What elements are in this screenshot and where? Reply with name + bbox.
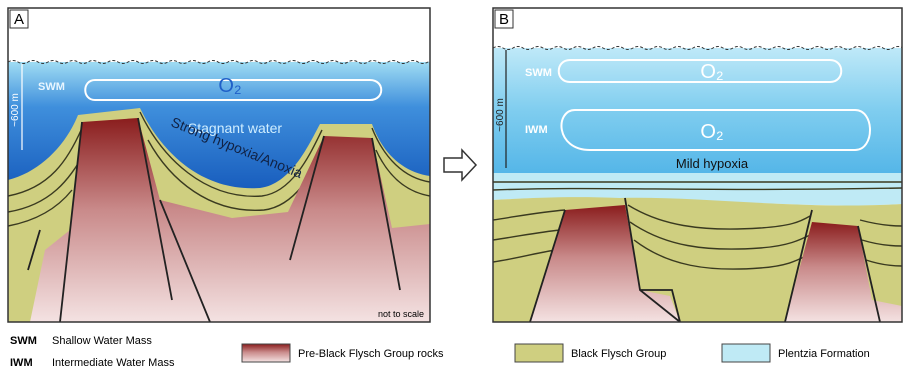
water-mass: SWM	[525, 67, 552, 79]
legend-swatch	[515, 344, 563, 362]
legend-text: Black Flysch Group	[571, 348, 666, 360]
legend-code: IWM	[10, 357, 33, 369]
condition: Mild hypoxia	[676, 156, 749, 171]
note: not to scale	[378, 309, 424, 319]
arrow	[444, 150, 476, 180]
legend-text: Shallow Water Mass	[52, 335, 152, 347]
depth: ~600 m	[10, 93, 21, 127]
depth: ~600 m	[495, 98, 506, 132]
legend-text: Intermediate Water Mass	[52, 357, 175, 369]
legend-text: Pre-Black Flysch Group rocks	[298, 348, 444, 360]
water-mass: IWM	[525, 124, 548, 136]
oxygen: O₂	[218, 75, 241, 97]
oxygen: O₂	[700, 121, 723, 143]
legend-swatch	[722, 344, 770, 362]
water-mass: SWM	[38, 81, 65, 93]
panel-label: A	[14, 11, 24, 28]
panel-a	[8, 8, 438, 322]
legend-text: Plentzia Formation	[778, 348, 870, 360]
legend: SWM Shallow Water Mass IWM Intermediate …	[10, 335, 870, 369]
legend-code: SWM	[10, 335, 37, 347]
panel-label: B	[499, 11, 509, 28]
legend-swatch	[242, 344, 290, 362]
figure: A SWM O₂ Stagnant water Strong hypoxia/A…	[0, 0, 906, 376]
oxygen: O₂	[700, 61, 723, 83]
